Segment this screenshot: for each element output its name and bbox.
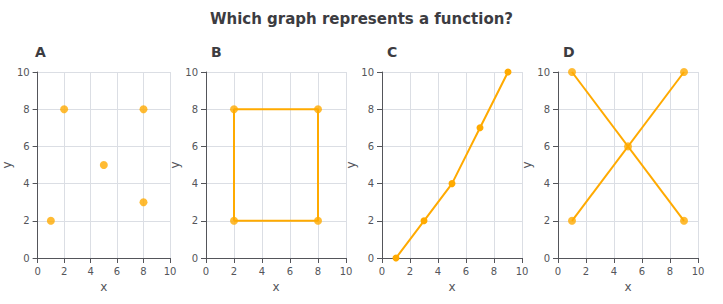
- svg-text:2: 2: [192, 215, 198, 226]
- svg-text:A: A: [35, 44, 46, 60]
- svg-text:4: 4: [611, 266, 617, 277]
- svg-text:8: 8: [544, 104, 550, 115]
- svg-text:C: C: [387, 44, 397, 60]
- svg-text:2: 2: [23, 215, 29, 226]
- svg-text:6: 6: [23, 141, 29, 152]
- svg-text:2: 2: [368, 215, 374, 226]
- svg-text:4: 4: [368, 178, 374, 189]
- svg-text:x: x: [624, 280, 631, 294]
- svg-text:10: 10: [164, 266, 177, 277]
- svg-text:0: 0: [23, 253, 29, 264]
- svg-text:8: 8: [23, 104, 29, 115]
- svg-text:D: D: [563, 44, 575, 60]
- svg-text:0: 0: [379, 266, 385, 277]
- svg-text:8: 8: [140, 266, 146, 277]
- svg-text:10: 10: [185, 67, 198, 78]
- svg-text:10: 10: [537, 67, 550, 78]
- svg-text:6: 6: [114, 266, 120, 277]
- svg-text:4: 4: [87, 266, 93, 277]
- svg-text:4: 4: [192, 178, 198, 189]
- svg-text:8: 8: [491, 266, 497, 277]
- svg-text:10: 10: [17, 67, 30, 78]
- svg-text:4: 4: [23, 178, 29, 189]
- svg-text:x: x: [100, 280, 107, 294]
- svg-text:6: 6: [544, 141, 550, 152]
- svg-text:6: 6: [192, 141, 198, 152]
- svg-text:10: 10: [361, 67, 374, 78]
- svg-text:8: 8: [315, 266, 321, 277]
- svg-text:10: 10: [692, 266, 705, 277]
- svg-text:y: y: [344, 161, 358, 168]
- svg-text:x: x: [448, 280, 455, 294]
- svg-text:0: 0: [368, 253, 374, 264]
- svg-text:10: 10: [516, 266, 529, 277]
- svg-text:y: y: [168, 161, 182, 168]
- svg-text:0: 0: [34, 266, 40, 277]
- svg-text:B: B: [211, 44, 222, 60]
- svg-text:0: 0: [555, 266, 561, 277]
- svg-text:2: 2: [61, 266, 67, 277]
- svg-text:x: x: [272, 280, 279, 294]
- svg-text:8: 8: [667, 266, 673, 277]
- svg-text:y: y: [0, 161, 14, 168]
- svg-text:2: 2: [544, 215, 550, 226]
- svg-text:6: 6: [287, 266, 293, 277]
- svg-text:0: 0: [192, 253, 198, 264]
- svg-text:6: 6: [639, 266, 645, 277]
- svg-text:0: 0: [544, 253, 550, 264]
- svg-text:6: 6: [368, 141, 374, 152]
- svg-text:0: 0: [203, 266, 209, 277]
- svg-text:8: 8: [368, 104, 374, 115]
- svg-text:2: 2: [583, 266, 589, 277]
- svg-text:y: y: [520, 161, 534, 168]
- svg-text:8: 8: [192, 104, 198, 115]
- svg-text:Which graph represents a funct: Which graph represents a function?: [210, 10, 513, 28]
- svg-text:4: 4: [259, 266, 265, 277]
- svg-text:6: 6: [463, 266, 469, 277]
- svg-text:4: 4: [544, 178, 550, 189]
- svg-text:4: 4: [435, 266, 441, 277]
- svg-text:2: 2: [407, 266, 413, 277]
- svg-text:2: 2: [231, 266, 237, 277]
- svg-text:10: 10: [340, 266, 353, 277]
